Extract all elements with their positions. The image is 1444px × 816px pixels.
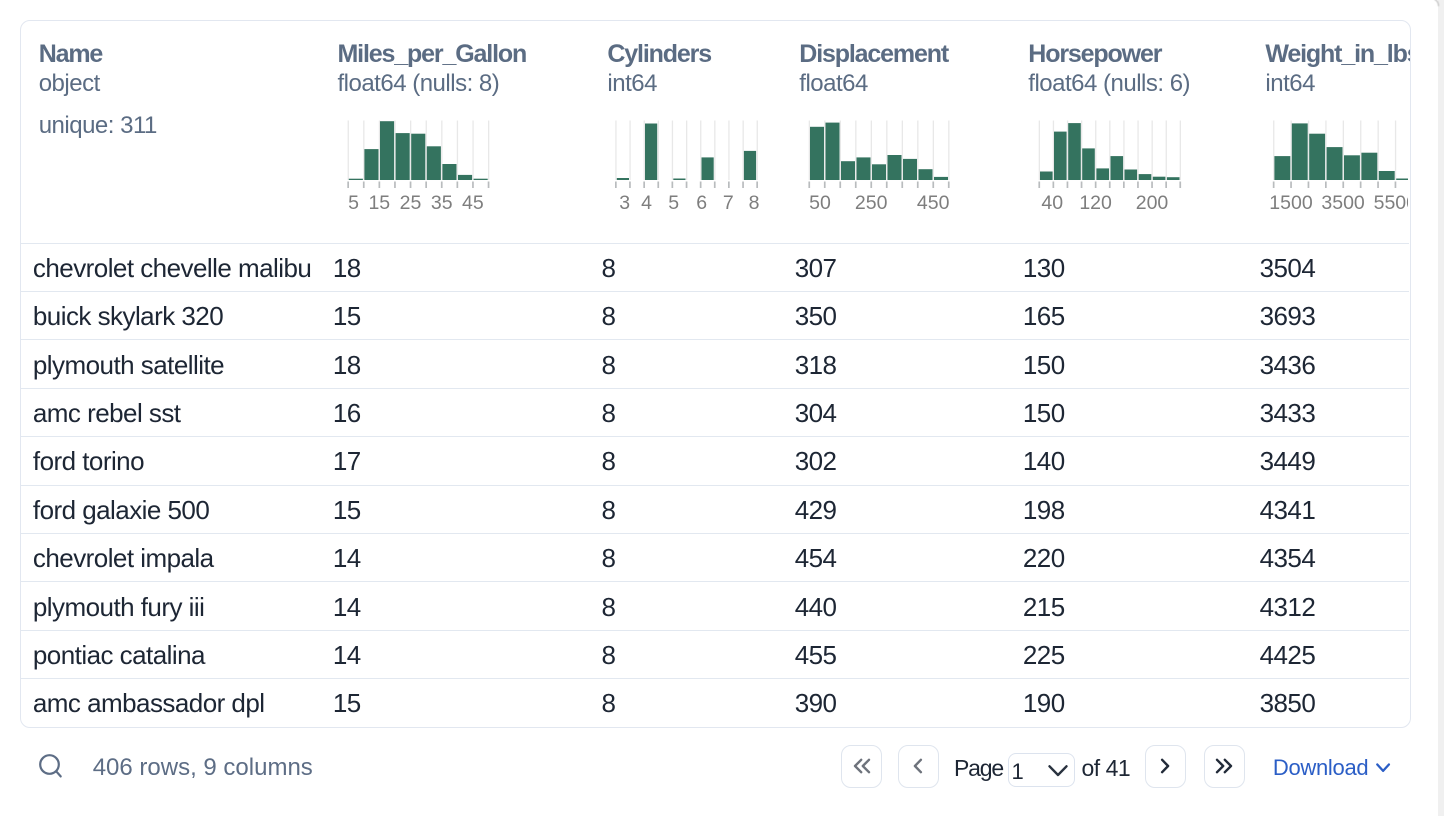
svg-text:5500: 5500 — [1374, 192, 1408, 214]
svg-text:1500: 1500 — [1270, 192, 1314, 214]
svg-text:40: 40 — [1042, 192, 1064, 214]
svg-text:4: 4 — [641, 192, 652, 214]
svg-text:15: 15 — [369, 192, 391, 214]
svg-text:8: 8 — [749, 192, 760, 214]
svg-text:50: 50 — [809, 192, 831, 214]
svg-text:450: 450 — [917, 192, 950, 214]
svg-text:3: 3 — [620, 192, 631, 214]
svg-text:25: 25 — [400, 192, 422, 214]
svg-text:7: 7 — [723, 192, 734, 214]
svg-text:250: 250 — [855, 192, 888, 214]
svg-text:200: 200 — [1136, 192, 1169, 214]
svg-text:6: 6 — [697, 192, 708, 214]
svg-text:3500: 3500 — [1322, 192, 1366, 214]
svg-text:45: 45 — [462, 192, 484, 214]
svg-text:35: 35 — [431, 192, 453, 214]
svg-text:120: 120 — [1080, 192, 1113, 214]
svg-text:5: 5 — [348, 192, 359, 214]
svg-text:5: 5 — [669, 192, 680, 214]
